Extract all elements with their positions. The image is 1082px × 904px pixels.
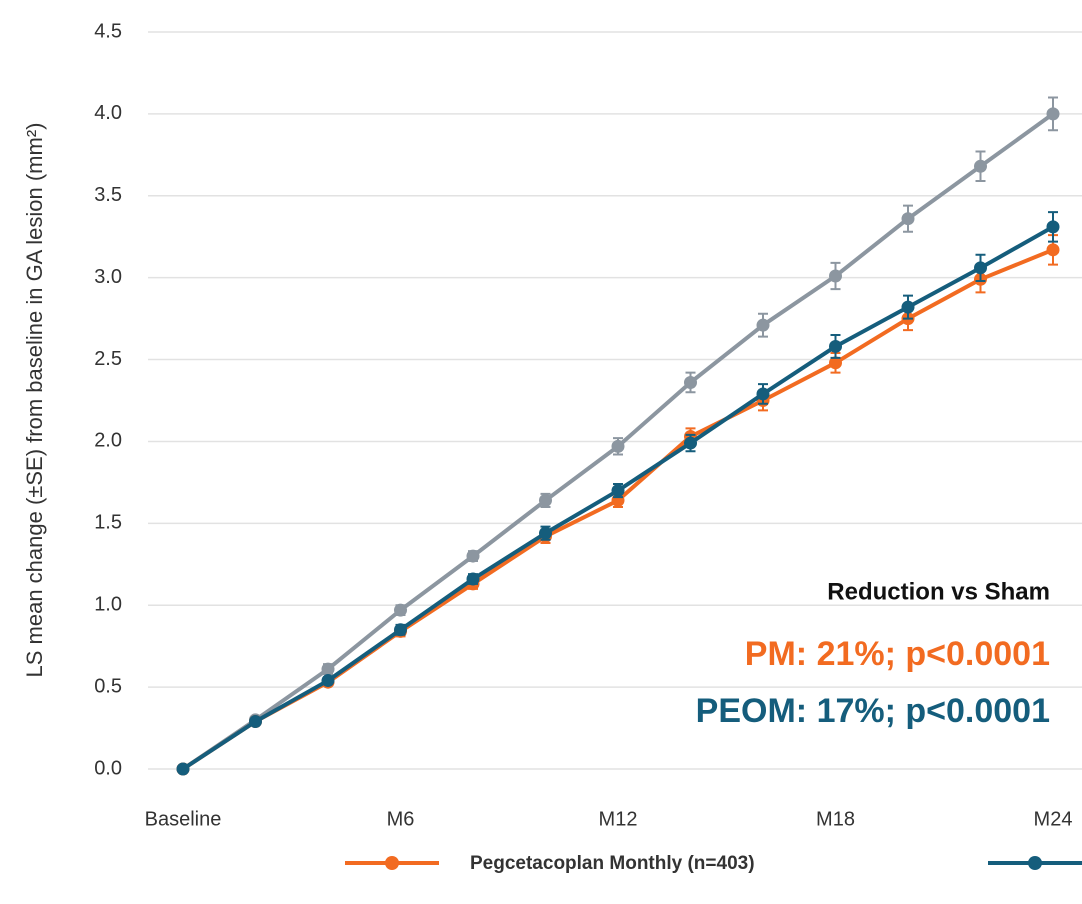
data-point <box>901 300 915 314</box>
x-tick-label: M18 <box>816 808 855 830</box>
legend-marker <box>385 856 399 870</box>
data-point <box>974 261 987 275</box>
annotation: Reduction vs Sham <box>827 578 1050 605</box>
data-point <box>756 318 770 332</box>
data-point <box>829 339 842 353</box>
y-tick-label: 1.0 <box>94 594 122 616</box>
x-tick-label: M12 <box>599 808 638 830</box>
y-tick-label: 3.5 <box>94 184 122 206</box>
data-point <box>249 715 262 729</box>
y-tick-label: 1.5 <box>94 512 122 534</box>
data-point <box>321 662 335 676</box>
x-tick-label: M24 <box>1034 808 1073 830</box>
data-point <box>394 623 407 637</box>
data-point <box>466 549 480 563</box>
y-axis-label: LS mean change (±SE) from baseline in GA… <box>22 123 47 678</box>
data-point <box>466 572 480 586</box>
data-point <box>756 387 770 401</box>
y-tick-label: 4.0 <box>94 102 122 124</box>
data-point <box>1046 107 1060 121</box>
data-point <box>1046 243 1060 257</box>
data-point <box>1046 220 1060 234</box>
y-tick-label: 2.0 <box>94 430 122 452</box>
data-point <box>974 159 987 173</box>
data-point <box>829 269 842 283</box>
legend-label: Pegcetacoplan Monthly (n=403) <box>470 853 755 874</box>
annotation: PEOM: 17%; p<0.0001 <box>696 692 1050 730</box>
y-tick-label: 4.5 <box>94 20 122 42</box>
data-point <box>176 762 190 776</box>
x-tick-label: M6 <box>387 808 415 830</box>
x-tick-label: Baseline <box>145 808 222 830</box>
data-point <box>901 212 915 226</box>
data-point <box>829 356 842 370</box>
data-point <box>394 603 407 617</box>
y-tick-label: 3.0 <box>94 266 122 288</box>
y-tick-label: 0.5 <box>94 675 122 697</box>
data-point <box>321 674 335 688</box>
data-point <box>539 526 552 540</box>
legend-marker <box>1028 856 1042 870</box>
data-point <box>611 484 625 498</box>
y-tick-label: 0.0 <box>94 757 122 779</box>
y-tick-label: 2.5 <box>94 348 122 370</box>
data-point <box>684 375 697 389</box>
annotation: PM: 21%; p<0.0001 <box>745 635 1050 673</box>
data-point <box>684 436 697 450</box>
data-point <box>539 493 552 507</box>
data-point <box>611 439 625 453</box>
